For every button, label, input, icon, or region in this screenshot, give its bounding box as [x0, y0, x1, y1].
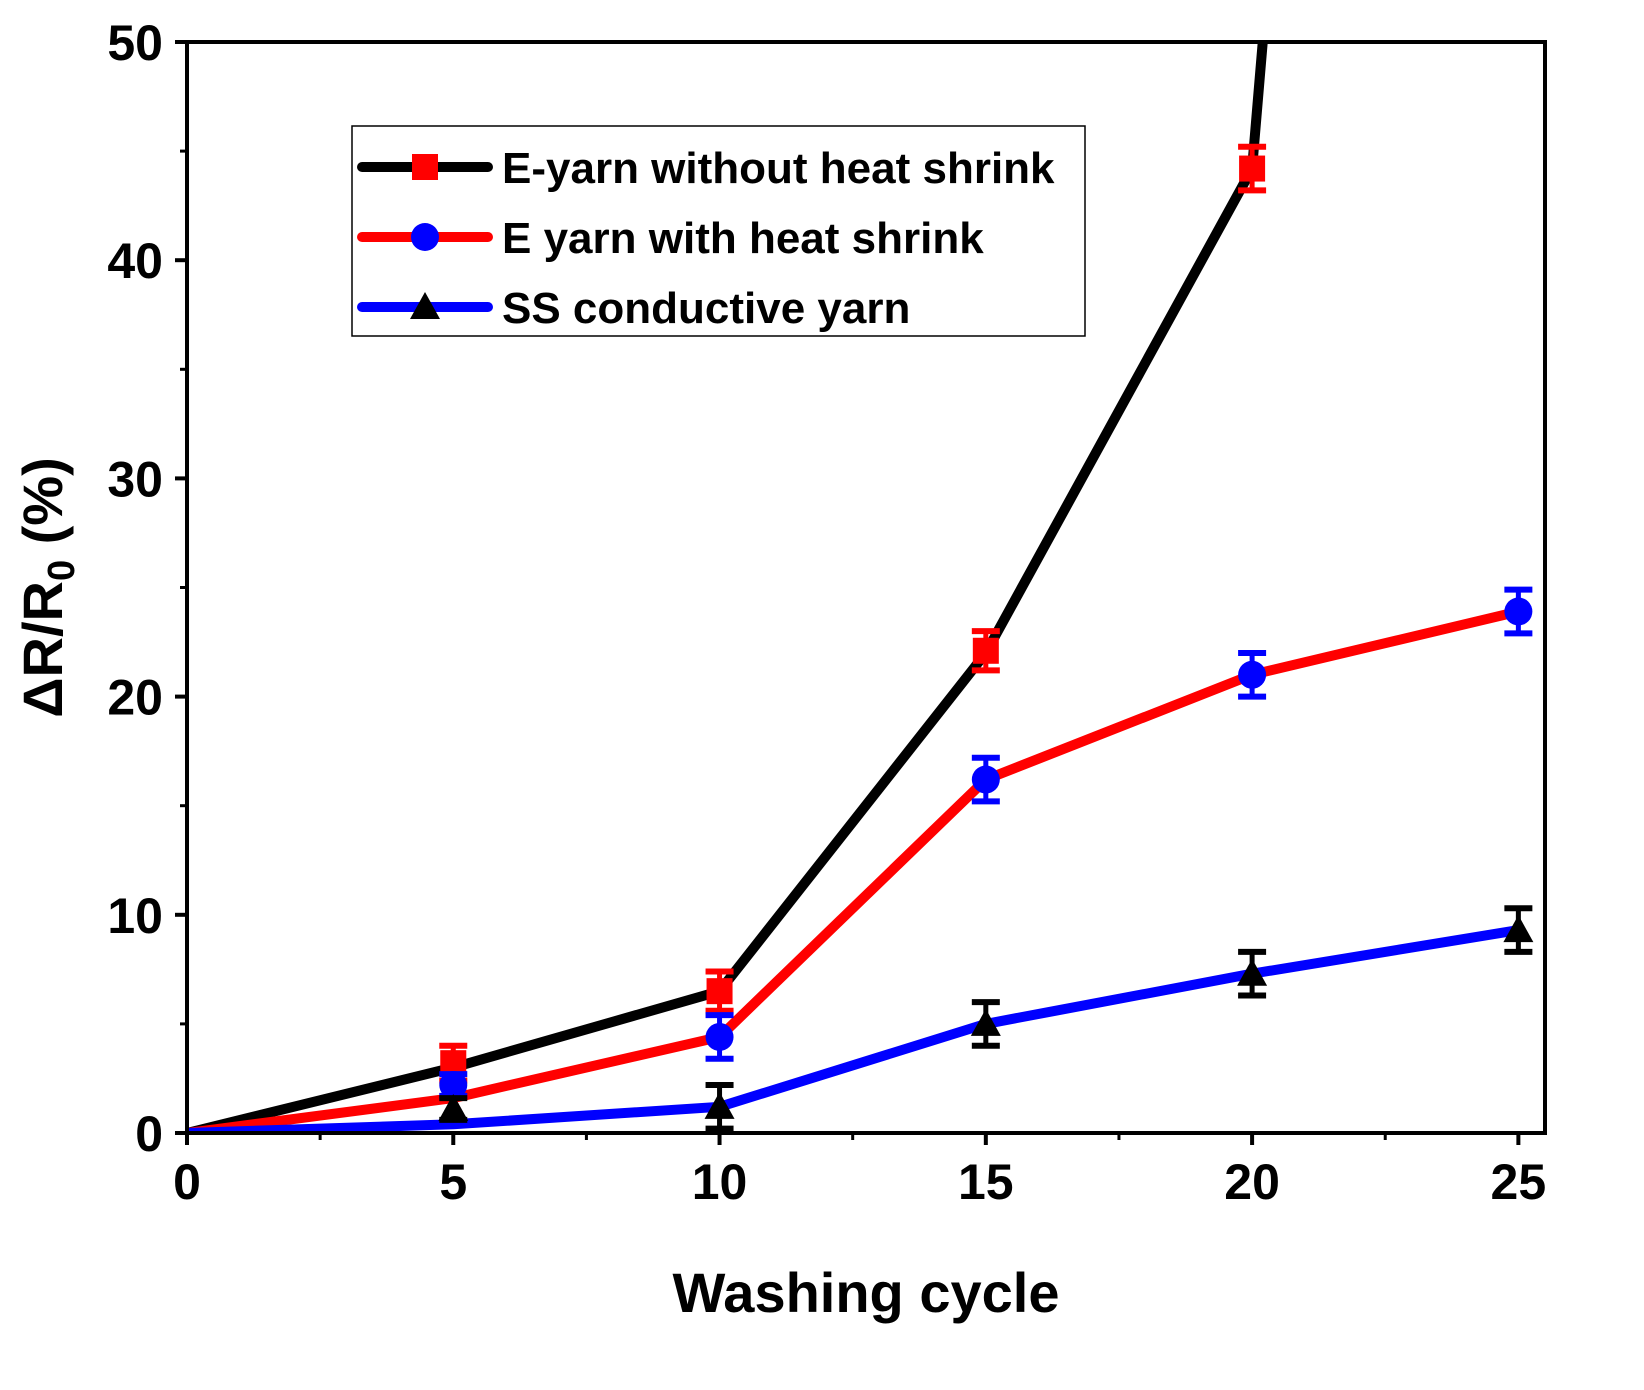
tick-layer: 0 5 10 15 20 25 0 10 20 30 40 50 [107, 15, 1546, 1210]
x-tick-label: 5 [439, 1154, 467, 1210]
legend-box [351, 125, 1086, 337]
data-point [970, 999, 1001, 1049]
square-marker [706, 978, 733, 1005]
data-point [1504, 586, 1533, 637]
triangle-marker [970, 1008, 1001, 1036]
data-point [438, 1093, 469, 1123]
data-point [704, 1081, 735, 1132]
y-tick-label: 40 [107, 233, 163, 289]
circle-marker [1238, 660, 1267, 689]
triangle-marker [1503, 915, 1534, 943]
y-tick-label: 30 [107, 451, 163, 507]
y-tick-label: 50 [107, 15, 163, 71]
square-marker [412, 154, 438, 180]
triangle-marker [1237, 958, 1268, 986]
circle-marker [439, 1070, 468, 1099]
triangle-marker [410, 292, 440, 319]
y-tick-label: 10 [107, 888, 163, 944]
x-tick-label: 0 [173, 1154, 201, 1210]
triangle-marker [438, 1093, 469, 1121]
triangle-marker [704, 1091, 735, 1119]
y-axis-title-units: (%) [11, 457, 74, 560]
series-line-2 [187, 925, 1524, 1133]
circle-marker [1504, 597, 1533, 626]
y-axis-title-subscript: 0 [41, 560, 83, 581]
x-tick-label: 10 [692, 1154, 748, 1210]
circle-marker [705, 1022, 734, 1051]
x-tick-label: 25 [1491, 1154, 1547, 1210]
legend-label-2: SS conductive yarn [502, 284, 910, 333]
square-marker [972, 637, 999, 664]
data-point [1503, 905, 1534, 955]
data-point [705, 1012, 734, 1062]
y-tick-label: 20 [107, 670, 163, 726]
circle-marker [971, 765, 1000, 794]
legend: E-yarn without heat shrink E yarn with he… [351, 125, 1086, 337]
y-axis-title-main: ΔR/R [11, 581, 74, 718]
data-point [1237, 948, 1268, 999]
legend-label-0: E-yarn without heat shrink [502, 144, 1055, 193]
square-marker [1239, 155, 1266, 182]
y-axis-title: ΔR/R0 (%) [11, 457, 83, 718]
data-point [971, 754, 1000, 805]
x-tick-label: 15 [958, 1154, 1014, 1210]
circle-marker [411, 223, 439, 251]
data-point [971, 628, 1000, 674]
legend-label-1: E yarn with heat shrink [502, 214, 984, 263]
x-tick-label: 20 [1224, 1154, 1280, 1210]
data-point [1238, 143, 1267, 194]
y-tick-label: 0 [135, 1106, 163, 1162]
data-point [1238, 649, 1267, 700]
data-point [705, 968, 734, 1014]
series-line-1 [187, 606, 1524, 1133]
x-axis-title: Washing cycle [673, 1261, 1060, 1324]
marker-layer [438, 143, 1534, 1132]
